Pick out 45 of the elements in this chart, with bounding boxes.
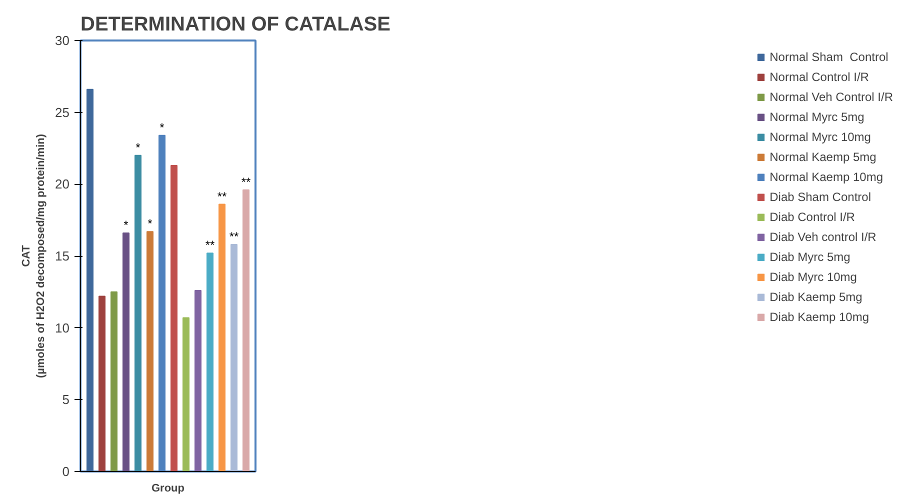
bar — [206, 252, 214, 472]
y-tick-label: 15 — [55, 248, 70, 264]
y-tick-label: 0 — [62, 464, 70, 479]
legend-label: Normal Myrc 10mg — [770, 130, 871, 144]
legend-label: Diab Kaemp 10mg — [770, 310, 869, 324]
legend-label: Diab Kaemp 5mg — [770, 290, 862, 304]
y-tick-label: 25 — [55, 104, 70, 120]
bar — [110, 291, 118, 472]
legend-label: Diab Sham Control — [770, 190, 871, 204]
data-label: ** — [229, 230, 239, 244]
bar — [134, 154, 142, 472]
bar — [86, 88, 94, 472]
legend-label: Diab Myrc 5mg — [770, 250, 850, 264]
legend-label: Diab Myrc 10mg — [770, 270, 857, 284]
y-axis-title: CAT (µmoles of H2O2 decomposed/mg protein/min) — [20, 134, 48, 378]
legend-label: Normal Kaemp 5mg — [770, 150, 876, 164]
y-tick-label: 5 — [62, 392, 70, 408]
y-tick-label: 10 — [55, 320, 70, 336]
data-label: * — [124, 218, 129, 232]
legend-label: Diab Control I/R — [770, 210, 855, 224]
bar — [98, 296, 106, 472]
data-label: ** — [217, 189, 227, 204]
legend-label: Diab Veh control I/R — [770, 230, 876, 244]
legend-label: Normal Control I/R — [770, 70, 869, 84]
bar — [230, 244, 238, 472]
bar — [218, 204, 226, 472]
legend-label: Normal Sham Control — [770, 50, 888, 64]
legend-label: Normal Veh Control I/R — [770, 90, 893, 104]
bar — [242, 189, 250, 472]
data-label: ** — [241, 174, 251, 189]
chart-title: DETERMINATION OF CATALASE — [80, 14, 390, 36]
data-label: * — [160, 120, 165, 134]
y-tick-label: 30 — [55, 33, 70, 48]
legend-label: Normal Myrc 5mg — [770, 110, 864, 124]
data-label: ** — [205, 238, 215, 252]
data-label: * — [148, 216, 153, 231]
bar — [170, 164, 178, 472]
bar — [194, 290, 202, 472]
x-axis-title: Group — [152, 482, 185, 494]
bar — [146, 231, 154, 472]
data-label: * — [136, 140, 141, 154]
bar — [122, 232, 130, 472]
legend-label: Normal Kaemp 10mg — [770, 170, 883, 184]
y-tick-label: 20 — [55, 176, 70, 192]
bar — [182, 317, 190, 472]
